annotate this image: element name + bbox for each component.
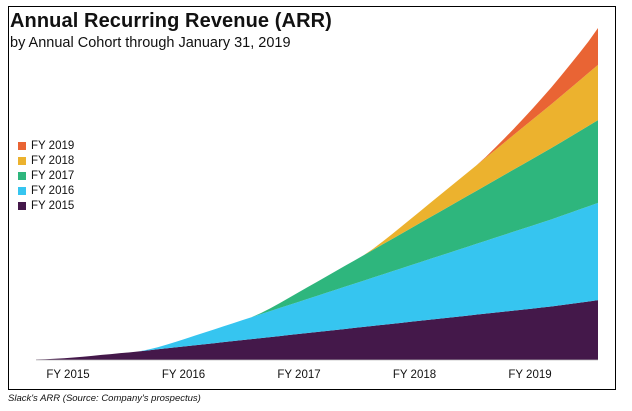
x-tick-label: FY 2018	[393, 369, 436, 381]
legend-swatch	[18, 156, 26, 165]
legend-item: FY 2019	[18, 138, 74, 153]
legend-label: FY 2015	[31, 199, 75, 212]
area-series-fy-2015	[36, 300, 598, 360]
x-tick-label: FY 2016	[162, 369, 205, 381]
legend-item: FY 2015	[18, 198, 74, 213]
x-tick-label: FY 2019	[508, 369, 551, 381]
x-tick-label: FY 2017	[277, 369, 320, 381]
chart-subtitle: by Annual Cohort through January 31, 201…	[10, 35, 291, 51]
legend-label: FY 2018	[31, 154, 75, 167]
chart-title: Annual Recurring Revenue (ARR)	[10, 10, 332, 32]
x-tick-label: FY 2015	[46, 369, 89, 381]
area-series-fy-2016	[36, 202, 598, 360]
legend-swatch	[18, 186, 26, 195]
figure-caption: Slack's ARR (Source: Company's prospectu…	[8, 393, 201, 404]
x-axis-ticks: FY 2015 FY 2016 FY 2017 FY 2018 FY 2019	[46, 369, 551, 381]
legend-label: FY 2019	[31, 139, 75, 152]
legend-swatch	[18, 141, 26, 150]
area-series-fy-2017	[36, 120, 598, 360]
area-layer	[36, 28, 598, 360]
legend-item: FY 2017	[18, 168, 74, 183]
legend-swatch	[18, 201, 26, 210]
legend-label: FY 2017	[31, 169, 75, 182]
legend-item: FY 2018	[18, 153, 74, 168]
legend-swatch	[18, 171, 26, 180]
legend: FY 2019 FY 2018 FY 2017 FY 2016 FY 2015	[18, 138, 74, 213]
legend-item: FY 2016	[18, 183, 74, 198]
legend-label: FY 2016	[31, 184, 75, 197]
